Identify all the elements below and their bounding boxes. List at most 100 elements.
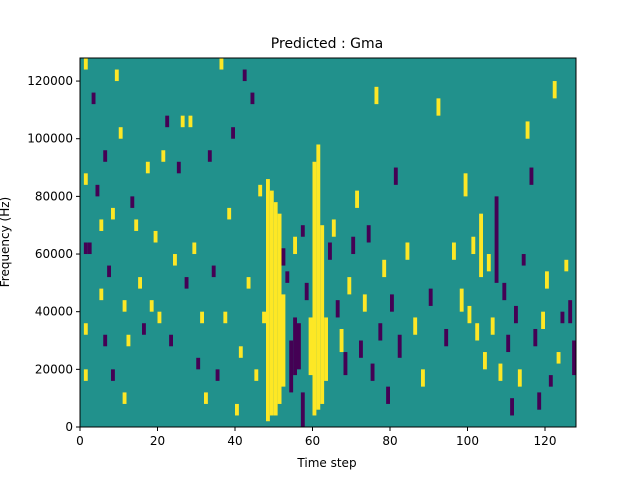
heatmap-cell	[328, 242, 332, 260]
heatmap-cell	[320, 225, 325, 404]
heatmap-cell	[173, 254, 177, 266]
heatmap-cell	[300, 225, 305, 237]
heatmap-cell	[479, 213, 483, 278]
heatmap-cell	[560, 311, 565, 324]
heatmap-cell	[548, 375, 553, 387]
heatmap-cell	[188, 115, 193, 128]
heatmap-cell	[572, 340, 576, 376]
heatmap-cell	[393, 167, 398, 185]
heatmap-cell	[471, 236, 476, 255]
heatmap-cell	[153, 230, 158, 243]
heatmap-cell	[145, 161, 150, 174]
heatmap-cell	[118, 127, 123, 139]
heatmap-cell	[347, 277, 352, 295]
x-tick-label: 80	[382, 434, 397, 448]
heatmap-cell	[227, 207, 232, 220]
heatmap-cell	[556, 352, 561, 364]
heatmap-cell	[281, 294, 286, 387]
heatmap-cell	[343, 352, 348, 376]
heatmap-cell	[83, 369, 88, 381]
heatmap-cell	[490, 317, 495, 335]
heatmap-cell	[83, 58, 88, 70]
heatmap-cell	[413, 317, 418, 335]
heatmap-cell	[428, 288, 433, 306]
heatmap-cell	[331, 219, 336, 237]
x-tick-label: 120	[534, 434, 557, 448]
heatmap-cell	[514, 305, 518, 324]
y-tick-label: 40000	[35, 305, 73, 319]
heatmap-cell	[324, 317, 328, 381]
heatmap-cell	[165, 115, 170, 128]
heatmap-cell	[541, 311, 545, 329]
heatmap-cell	[122, 392, 127, 404]
plot-frame	[79, 57, 577, 428]
heatmap-cell	[533, 328, 538, 347]
heatmap-cell	[219, 58, 224, 70]
heatmap-cell	[537, 392, 542, 410]
x-tick-label: 20	[150, 434, 165, 448]
heatmap-cell	[436, 98, 441, 116]
heatmap-cell	[262, 311, 266, 324]
y-tick-label: 20000	[35, 362, 73, 376]
heatmap-cell	[142, 323, 146, 335]
heatmap-cell	[103, 334, 108, 347]
heatmap-cell	[161, 150, 166, 162]
heatmap-cell	[138, 277, 142, 289]
heatmap-cell	[269, 190, 274, 416]
heatmap-cell	[200, 311, 204, 324]
heatmap-cell	[308, 317, 313, 376]
heatmap-cell	[95, 184, 100, 197]
heatmap-cell	[486, 254, 491, 272]
heatmap-cell	[130, 196, 135, 208]
y-tick-label: 0	[65, 420, 73, 434]
heatmap-cell	[289, 340, 294, 393]
heatmap-cell	[374, 86, 379, 105]
heatmap-cell	[502, 282, 507, 301]
heatmap-cell	[238, 346, 243, 358]
heatmap-cell	[231, 127, 235, 139]
heatmap-cell	[397, 334, 402, 358]
heatmap-cell	[215, 369, 220, 381]
heatmap-cell	[134, 219, 139, 231]
heatmap-cell	[246, 277, 251, 289]
heatmap-cell	[87, 242, 92, 255]
y-tick-label: 100000	[27, 132, 73, 146]
heatmap-cell	[83, 242, 88, 255]
heatmap-cell	[362, 294, 367, 312]
heatmap-cell	[196, 357, 201, 370]
heatmap-cell	[114, 69, 119, 82]
heatmap-cell	[312, 161, 317, 416]
heatmap-cell	[91, 92, 96, 105]
heatmap-cell	[293, 236, 297, 255]
heatmap-cell	[83, 323, 88, 335]
heatmap-cell	[382, 259, 387, 278]
heatmap-cell	[254, 369, 259, 381]
heatmap-cell	[444, 328, 449, 347]
heatmap-cell	[459, 288, 464, 312]
heatmap-cell	[250, 92, 255, 105]
heatmap-cell	[99, 288, 104, 301]
heatmap-cell	[475, 323, 480, 341]
heatmap-cell	[99, 219, 104, 231]
heatmap-cell	[506, 334, 511, 353]
plot-area	[79, 57, 577, 428]
heatmap-cell	[452, 242, 456, 260]
heatmap-cell	[483, 352, 487, 370]
heatmap-cell	[510, 398, 514, 416]
heatmap-cell	[498, 363, 503, 381]
x-tick-label: 100	[456, 434, 479, 448]
heatmap-cell	[281, 248, 286, 266]
heatmap-cell	[176, 161, 181, 174]
x-axis-ticks: 0 20 40 60 80 100 120	[76, 427, 556, 448]
heatmap-cell	[304, 282, 309, 301]
heatmap-cell	[355, 190, 359, 208]
heatmap-cell	[83, 173, 88, 185]
y-tick-label: 60000	[35, 247, 73, 261]
heatmap-cell	[223, 311, 228, 324]
heatmap-cell	[463, 173, 468, 197]
heatmap-cell	[552, 81, 557, 99]
x-tick-label: 40	[227, 434, 242, 448]
heatmap-cell	[300, 392, 305, 427]
heatmap-cell	[370, 363, 375, 381]
